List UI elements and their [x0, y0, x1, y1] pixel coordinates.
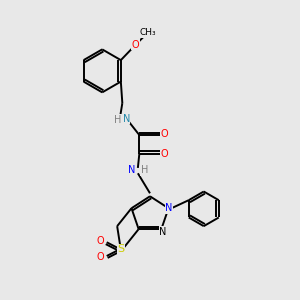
Text: H: H: [141, 165, 148, 175]
Text: N: N: [165, 203, 173, 213]
Text: O: O: [96, 253, 104, 262]
Text: O: O: [160, 130, 168, 140]
Text: O: O: [96, 236, 104, 246]
Text: O: O: [160, 149, 168, 159]
Text: N: N: [159, 226, 167, 236]
Text: H: H: [114, 115, 122, 124]
Text: O: O: [132, 40, 140, 50]
Text: CH₃: CH₃: [140, 28, 156, 37]
Text: N: N: [128, 165, 135, 175]
Text: N: N: [122, 114, 130, 124]
Text: S: S: [117, 244, 124, 254]
